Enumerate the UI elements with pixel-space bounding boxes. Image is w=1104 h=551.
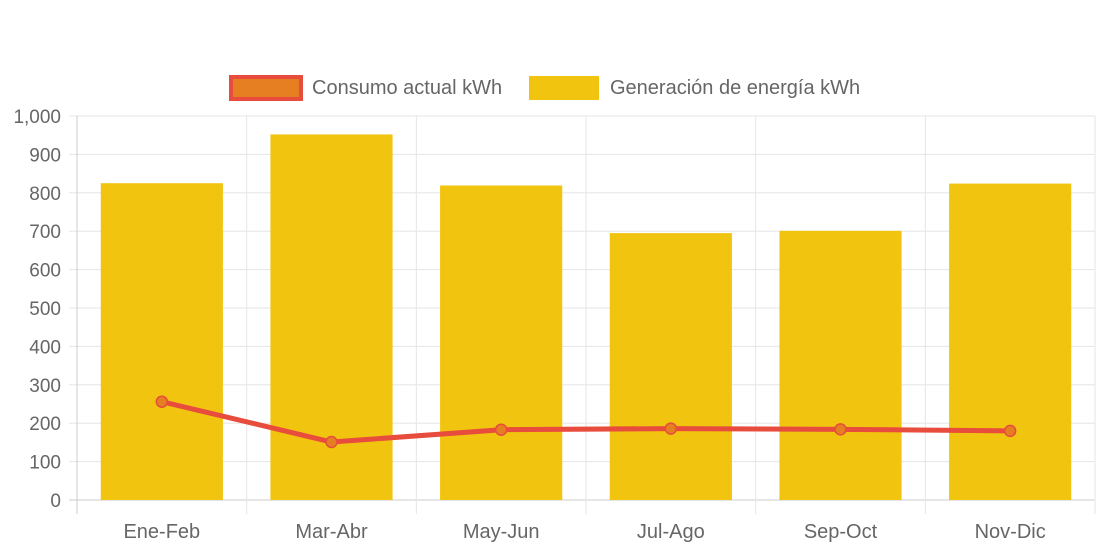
point-consumo — [664, 422, 678, 435]
legend-swatch-generacion — [529, 76, 599, 100]
x-tick-label: Mar-Abr — [295, 521, 368, 543]
legend-swatch-consumo — [229, 75, 303, 101]
x-tick-label: Jul-Ago — [637, 521, 705, 543]
y-tick-label: 0 — [50, 491, 61, 512]
point-consumo — [1003, 424, 1017, 438]
bar-generacion — [609, 233, 732, 500]
y-tick-label: 700 — [29, 222, 61, 243]
legend-item-consumo[interactable]: Consumo actual kWh — [229, 75, 502, 101]
bar-generacion — [949, 183, 1072, 501]
y-tick-label: 300 — [29, 376, 61, 397]
legend: Consumo actual kWh Generación de energía… — [229, 75, 860, 101]
line-consumo — [159, 399, 1013, 445]
axis-layer: 0 100 200 300 400 500 600 700 800 900 1,000 Ene-Feb… — [13, 107, 1045, 543]
point-consumo — [325, 435, 338, 449]
legend-label-consumo: Consumo actual kWh — [312, 77, 502, 99]
point-consumo — [155, 395, 169, 408]
y-tick-label: 800 — [29, 184, 61, 205]
y-tick-label: 1,000 — [13, 107, 61, 128]
legend-item-generacion[interactable]: Generación de energía kWh — [529, 76, 860, 100]
bar-generacion — [440, 185, 563, 500]
x-tick-label: May-Jun — [463, 521, 540, 543]
line-layer — [155, 395, 1017, 449]
y-tick-label: 600 — [29, 261, 61, 282]
y-tick-label: 200 — [29, 414, 61, 435]
x-tick-label: Sep-Oct — [804, 521, 878, 543]
x-tick-label: Ene-Feb — [123, 521, 200, 543]
bar-generacion — [100, 183, 223, 500]
y-tick-label: 500 — [29, 299, 61, 320]
bar-generacion — [779, 230, 902, 501]
point-consumo — [494, 423, 508, 436]
y-tick-label: 400 — [29, 337, 61, 358]
y-tick-label: 900 — [29, 145, 61, 166]
y-tick-label: 100 — [29, 453, 61, 474]
x-tick-label: Nov-Dic — [975, 521, 1046, 543]
point-consumo — [834, 423, 847, 436]
grid-layer — [69, 115, 1096, 514]
legend-label-generacion: Generación de energía kWh — [610, 77, 860, 99]
